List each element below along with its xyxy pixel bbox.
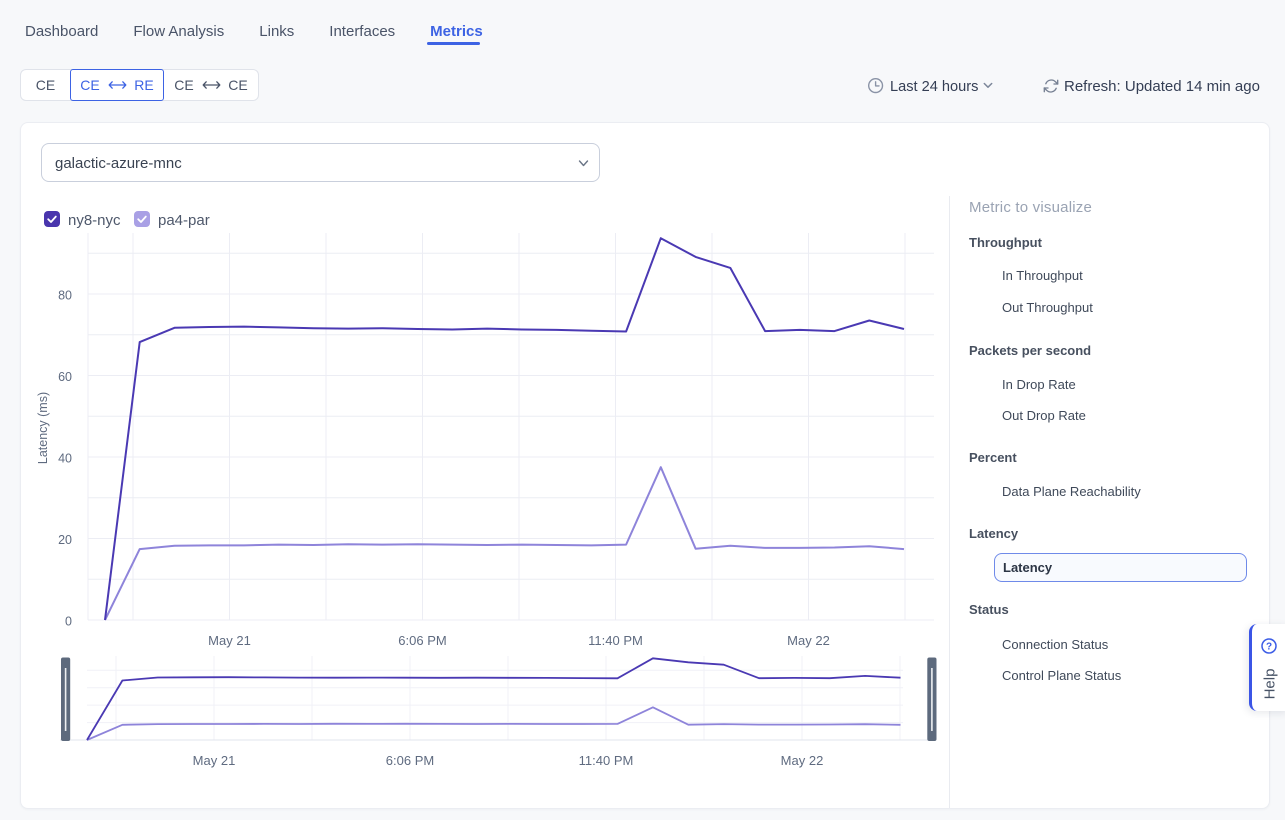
svg-text:May 22: May 22 bbox=[787, 633, 830, 648]
svg-text:0: 0 bbox=[65, 615, 72, 629]
svg-text:80: 80 bbox=[58, 289, 72, 303]
svg-text:Latency (ms): Latency (ms) bbox=[36, 392, 50, 464]
svg-text:11:40 PM: 11:40 PM bbox=[588, 633, 643, 648]
svg-text:?: ? bbox=[1266, 642, 1272, 653]
svg-text:6:06 PM: 6:06 PM bbox=[398, 633, 446, 648]
svg-text:May 22: May 22 bbox=[781, 753, 824, 768]
svg-text:20: 20 bbox=[58, 533, 72, 547]
svg-text:60: 60 bbox=[58, 370, 72, 384]
svg-text:May 21: May 21 bbox=[193, 753, 236, 768]
svg-text:6:06 PM: 6:06 PM bbox=[386, 753, 434, 768]
svg-text:40: 40 bbox=[58, 452, 72, 466]
svg-text:11:40 PM: 11:40 PM bbox=[579, 753, 634, 768]
svg-text:May 21: May 21 bbox=[208, 633, 251, 648]
